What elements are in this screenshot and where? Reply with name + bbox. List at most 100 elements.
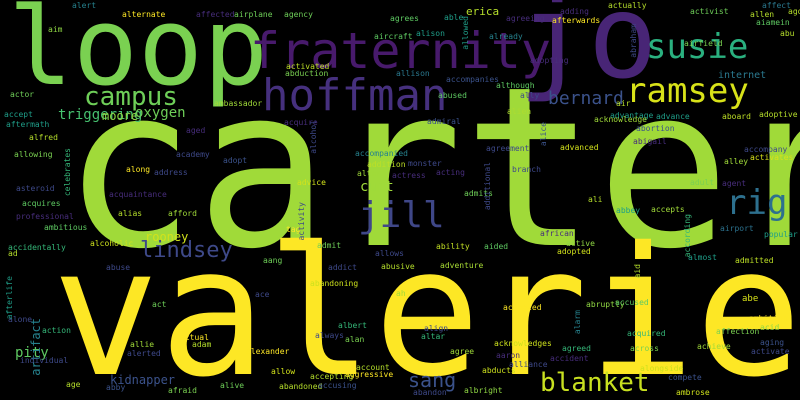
cloud-word: ambition [749, 314, 788, 323]
cloud-word: activate [751, 347, 790, 356]
cloud-word: lindsey [140, 238, 233, 263]
cloud-word: aid [633, 264, 642, 279]
cloud-word: acid [760, 323, 780, 332]
cloud-word: ambrose [676, 388, 710, 397]
cloud-word: accused [615, 298, 649, 307]
cloud-word: accept [4, 110, 33, 119]
cloud-word: actually [608, 1, 647, 10]
cloud-word: ago [788, 7, 800, 16]
cloud-word: allowed [461, 16, 470, 50]
cloud-word: ah [396, 289, 406, 298]
cloud-word: acquaintance [109, 190, 167, 199]
cloud-word: kidnapper [110, 373, 176, 387]
cloud-word: abandoned [279, 382, 323, 391]
cloud-word: carter [62, 40, 800, 298]
cloud-word: airfield [684, 39, 723, 48]
cloud-word: adoptive [759, 110, 798, 119]
cloud-word: triggering [58, 107, 143, 123]
cloud-word: campus [84, 82, 178, 112]
cloud-word: airport [720, 224, 754, 233]
cloud-word: abu [780, 29, 795, 38]
cloud-word: advantage [610, 111, 654, 120]
cloud-word: albright [464, 386, 503, 395]
cloud-word: adding [560, 7, 589, 16]
cloud-word: aboard [722, 112, 751, 121]
cloud-word: abe [742, 294, 759, 304]
cloud-word: afterlife [5, 276, 14, 320]
cloud-word: agency [284, 10, 313, 19]
cloud-word: abbey [616, 206, 641, 215]
cloud-word: alone [8, 315, 33, 324]
cloud-word: affection [716, 327, 760, 336]
cloud-word: alarm [573, 310, 582, 335]
cloud-word: alison [416, 29, 445, 38]
cloud-word: erica [466, 5, 500, 18]
cloud-word: artifact [29, 318, 43, 376]
cloud-word: activates [750, 153, 794, 162]
cloud-word: ability [436, 242, 470, 251]
cloud-word: alter [357, 169, 382, 178]
cloud-word: jill [358, 195, 445, 236]
cloud-word: although [496, 81, 535, 90]
cloud-word: adopting [530, 56, 569, 65]
cloud-word: abandoning [310, 279, 359, 288]
cloud-word: accusing [318, 381, 357, 390]
cloud-word: agreeing [506, 14, 545, 23]
cloud-word: alan [345, 335, 365, 344]
cloud-word: acquires [22, 199, 61, 208]
cloud-word: ambitious [44, 223, 88, 232]
cloud-word: adventure [440, 261, 484, 270]
cloud-word: curt [360, 179, 394, 195]
cloud-word: achieve [697, 342, 731, 351]
cloud-word: advance [656, 112, 690, 121]
cloud-word: allie [130, 340, 155, 349]
cloud-word: alcoholic [90, 239, 134, 248]
cloud-word: alfred [29, 133, 58, 142]
cloud-word: aggressive [345, 370, 394, 379]
cloud-word: celebrates [63, 148, 72, 197]
cloud-word: aging [760, 338, 785, 347]
cloud-word: oxygen [135, 105, 186, 121]
cloud-word: across [630, 344, 659, 353]
cloud-word: alexander [246, 347, 290, 356]
cloud-word: accompanied [355, 149, 408, 158]
cloud-word: loop [8, 0, 269, 110]
cloud-word: accepting [310, 372, 354, 381]
cloud-word: accompanies [446, 75, 499, 84]
cloud-word: abby [106, 383, 126, 392]
cloud-word: addition [367, 160, 406, 169]
cloud-word: afterwards [552, 16, 601, 25]
cloud-word: air [616, 99, 631, 108]
cloud-word: abortion [636, 124, 675, 133]
cloud-word: branch [512, 165, 541, 174]
cloud-word: aiamein [756, 18, 790, 27]
cloud-word: admits [464, 189, 493, 198]
cloud-word: aircraft [374, 32, 413, 41]
cloud-word: allowing [14, 150, 53, 159]
cloud-word: blanket [540, 368, 650, 398]
cloud-word: accepts [651, 205, 685, 214]
cloud-word: alien [507, 107, 532, 116]
cloud-word: affect [762, 1, 791, 10]
cloud-word: aided [484, 242, 509, 251]
cloud-word: allen [750, 10, 775, 19]
cloud-word: abraham [629, 24, 638, 58]
cloud-word: individual [20, 356, 69, 365]
cloud-word: acting [436, 168, 465, 177]
cloud-word: acknowledge [594, 115, 647, 124]
cloud-word: already [489, 32, 523, 41]
cloud-word: abigail [633, 137, 667, 146]
cloud-word: advice [297, 178, 326, 187]
cloud-word: acknowledges [494, 339, 552, 348]
cloud-word: african [540, 229, 574, 238]
cloud-word: alice [539, 122, 548, 147]
cloud-word: compete [668, 373, 702, 382]
cloud-word: action [42, 326, 71, 335]
cloud-word: agreed [562, 344, 591, 353]
cloud-word: active [566, 239, 595, 248]
cloud-word: asteroid [16, 184, 55, 193]
cloud-word: abuse [106, 263, 131, 272]
cloud-word: valerie [52, 209, 800, 400]
cloud-word: aim [48, 25, 63, 34]
